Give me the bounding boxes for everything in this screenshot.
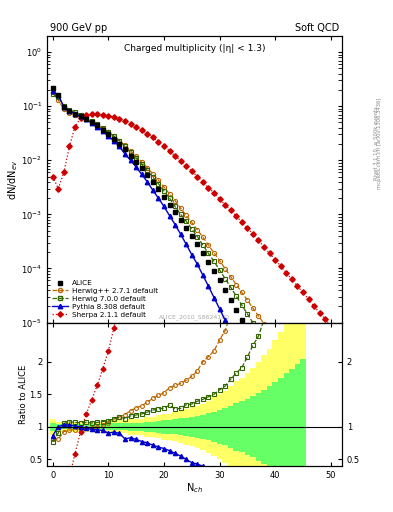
- Text: Charged multiplicity (|η| < 1.3): Charged multiplicity (|η| < 1.3): [124, 45, 265, 53]
- Text: 900 GeV pp: 900 GeV pp: [50, 23, 107, 33]
- Text: Rivet 3.1.10, ≥ 500k events: Rivet 3.1.10, ≥ 500k events: [374, 106, 379, 180]
- Text: Soft QCD: Soft QCD: [295, 23, 339, 33]
- Text: ALICE_2010_S8624100: ALICE_2010_S8624100: [159, 314, 230, 319]
- Legend: ALICE, Herwig++ 2.7.1 default, Herwig 7.0.0 default, Pythia 8.308 default, Sherp: ALICE, Herwig++ 2.7.1 default, Herwig 7.…: [51, 279, 159, 319]
- Y-axis label: Ratio to ALICE: Ratio to ALICE: [19, 365, 28, 424]
- X-axis label: N$_{ch}$: N$_{ch}$: [186, 481, 203, 495]
- Y-axis label: dN/dN$_{ev}$: dN/dN$_{ev}$: [6, 159, 20, 200]
- Text: mcplots.cern.ch [arXiv:1306.3436]: mcplots.cern.ch [arXiv:1306.3436]: [377, 98, 382, 189]
